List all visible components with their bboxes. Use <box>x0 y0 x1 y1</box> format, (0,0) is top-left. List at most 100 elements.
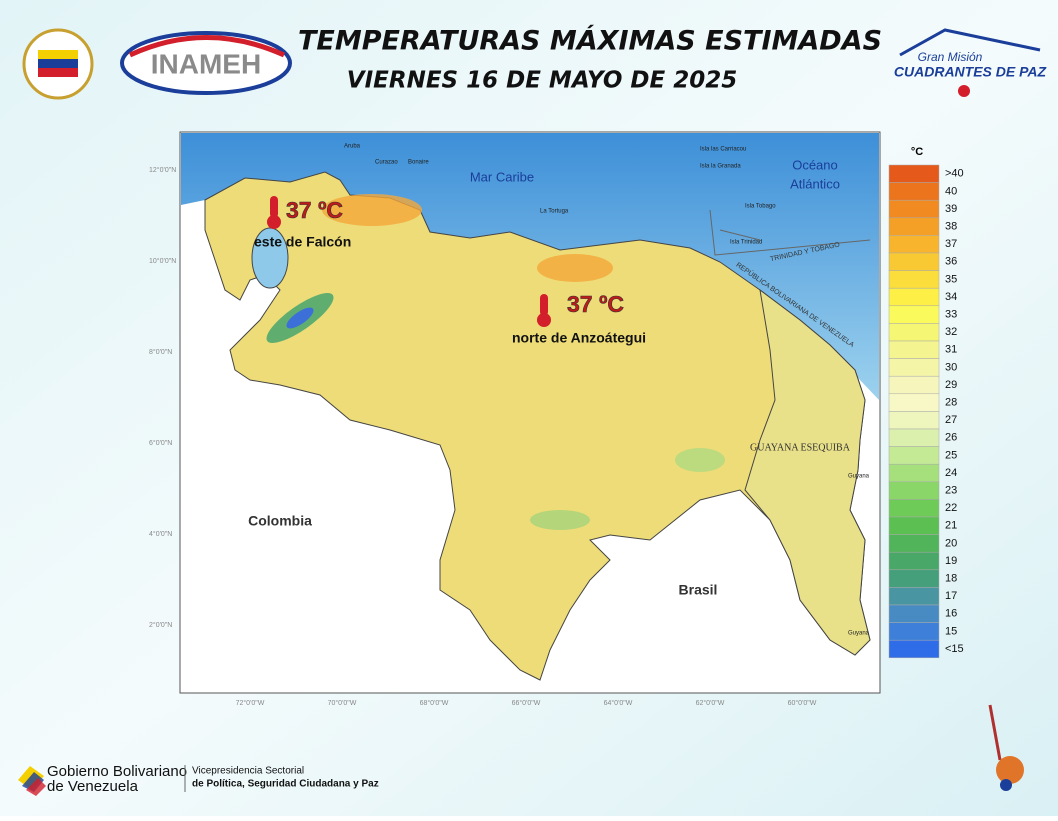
legend-label: 21 <box>945 520 957 532</box>
annotation: 37 ºC este de Falcón <box>254 196 351 250</box>
footer-text: Gobierno Bolivariano <box>47 763 187 780</box>
hot-zone <box>322 194 422 226</box>
lat-label: 2°0'0"N <box>149 621 172 629</box>
legend-label: 24 <box>945 467 957 479</box>
legend-swatch <box>888 270 940 289</box>
lon-label: 72°0'0"W <box>236 699 265 707</box>
legend-label: 36 <box>945 256 957 268</box>
logo-text: INAMEH <box>151 48 261 79</box>
legend-unit: °C <box>911 146 923 158</box>
lon-label: 60°0'0"W <box>788 699 817 707</box>
legend-swatch <box>888 569 940 588</box>
footer-text: de Política, Seguridad Ciudadana y Paz <box>192 779 379 790</box>
legend-label: 20 <box>945 537 957 549</box>
annotation-place: este de Falcón <box>254 234 351 250</box>
legend-label: 34 <box>945 291 957 303</box>
legend-swatch <box>888 393 940 412</box>
map-label: Guyana <box>848 474 870 480</box>
andes-peak <box>286 307 314 329</box>
map-label: Isla Tobago <box>745 204 776 210</box>
footer-text: de Venezuela <box>47 778 139 795</box>
legend-swatch <box>888 463 940 483</box>
hot-zone <box>537 254 613 282</box>
legend-swatch <box>888 481 940 500</box>
map-label: Colombia <box>248 513 312 529</box>
legend-label: 17 <box>945 590 957 602</box>
legend-swatch <box>888 182 940 201</box>
venezuela <box>204 171 871 681</box>
esequibo <box>744 288 871 656</box>
legend-label: >40 <box>945 168 964 180</box>
legend-label: <15 <box>945 643 964 655</box>
legend-swatch <box>888 252 940 271</box>
lat-label: 6°0'0"N <box>149 439 172 447</box>
legend-swatch <box>888 305 940 324</box>
sea <box>181 133 879 400</box>
lake-maracaibo <box>251 227 289 289</box>
legend: >40 40 39 38 37 36 35 34 33 32 31 30 29 28 27 26 25 24 23 2… <box>888 164 964 659</box>
annotation: 37 ºC norte de Anzoátegui <box>512 291 646 346</box>
map-label: La Tortuga <box>540 209 569 215</box>
lon-label: 70°0'0"W <box>328 699 357 707</box>
legend-label: 16 <box>945 608 957 620</box>
legend-swatch <box>888 375 940 395</box>
map-label: Isla las Carriacou <box>700 147 746 153</box>
footer-text: Vicepresidencia Sectorial <box>192 766 304 777</box>
legend-label: 39 <box>945 203 957 215</box>
logo-inameh: INAMEH <box>120 31 292 95</box>
legend-swatch <box>888 358 940 377</box>
logo-text: CUADRANTES DE PAZ <box>894 64 1047 80</box>
lat-label: 4°0'0"N <box>149 530 172 538</box>
lat-label: 12°0'0"N <box>149 166 176 174</box>
annotation-place: norte de Anzoátegui <box>512 330 646 346</box>
legend-swatch <box>888 499 940 518</box>
map-label: Mar Caribe <box>470 169 534 184</box>
legend-label: 19 <box>945 555 957 567</box>
lat-label: 8°0'0"N <box>149 348 172 356</box>
legend-label: 38 <box>945 221 957 233</box>
legend-label: 33 <box>945 309 957 321</box>
legend-swatch <box>888 323 940 342</box>
lon-label: 68°0'0"W <box>420 699 449 707</box>
legend-label: 15 <box>945 625 957 637</box>
legend-label: 22 <box>945 502 957 514</box>
legend-swatch <box>888 199 940 219</box>
lon-label: 64°0'0"W <box>604 699 633 707</box>
lat-label: 10°0'0"N <box>149 257 176 265</box>
legend-label: 37 <box>945 238 957 250</box>
legend-swatch <box>888 428 940 447</box>
legend-swatch <box>888 516 940 535</box>
legend-label: 32 <box>945 326 957 338</box>
map-label: Curazao <box>375 160 398 166</box>
coordinates: 12°0'0"N 10°0'0"N 8°0'0"N 6°0'0"N 4°0'0"N 2°0… <box>149 166 817 707</box>
legend-label: 29 <box>945 379 957 391</box>
logo-cuadrantes: Gran Misión CUADRANTES DE PAZ <box>894 28 1047 97</box>
legend-label: 30 <box>945 361 957 373</box>
annotation-temp: 37 ºC <box>567 291 624 317</box>
legend-swatch <box>888 287 940 307</box>
legend-swatch <box>888 164 940 183</box>
legend-swatch <box>888 446 940 465</box>
map-label: GUAYANA ESEQUIBA <box>750 442 851 453</box>
highland <box>675 448 725 472</box>
legend-label: 28 <box>945 397 957 409</box>
legend-label: 40 <box>945 185 957 197</box>
legend-swatch <box>888 235 940 254</box>
map-label: Guyana <box>848 631 870 637</box>
legend-swatch <box>888 587 940 606</box>
map-label: Aruba <box>344 144 361 150</box>
lon-label: 66°0'0"W <box>512 699 541 707</box>
legend-label: 35 <box>945 273 957 285</box>
highland <box>530 510 590 530</box>
legend-swatch <box>888 217 940 236</box>
map-label: Isla Trinidad <box>730 240 762 246</box>
annotation-temp: 37 ºC <box>286 197 343 223</box>
map-label: Isla la Granada <box>700 164 741 170</box>
title: TEMPERATURAS MÁXIMAS ESTIMADAS <box>298 25 882 57</box>
map-label: Bonaire <box>408 160 429 166</box>
date: VIERNES 16 DE MAYO DE 2025 <box>347 68 737 94</box>
legend-label: 23 <box>945 485 957 497</box>
map-label: Atlántico <box>790 176 840 191</box>
legend-label: 26 <box>945 432 957 444</box>
